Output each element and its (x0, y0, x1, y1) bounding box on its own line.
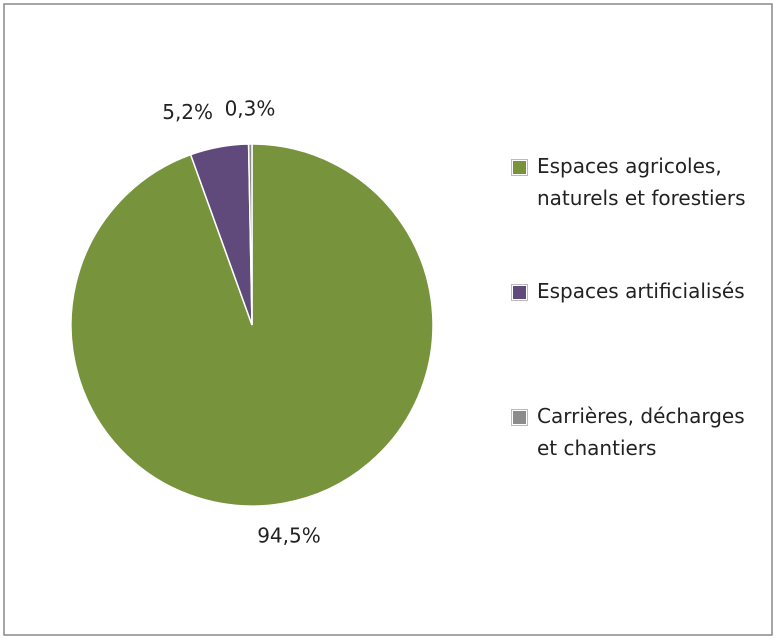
legend-label: Espaces agricoles, naturels et forestier… (537, 154, 746, 210)
legend: Espaces agricoles, naturels et forestier… (511, 150, 762, 525)
legend-swatch (511, 159, 528, 176)
legend-entry: Espaces artificialisés (511, 275, 762, 400)
legend-label: Carrières, décharges et chantiers (537, 404, 745, 460)
legend-label: Espaces artificialisés (537, 279, 745, 303)
legend-entry: Carrières, décharges et chantiers (511, 400, 762, 525)
data-label: 0,3% (225, 97, 276, 121)
pie-slice (247, 143, 253, 326)
legend-swatch (511, 284, 528, 301)
legend-swatch (511, 409, 528, 426)
data-label: 5,2% (162, 100, 213, 124)
legend-entry: Espaces agricoles, naturels et forestier… (511, 150, 762, 275)
data-label: 94,5% (257, 523, 321, 547)
